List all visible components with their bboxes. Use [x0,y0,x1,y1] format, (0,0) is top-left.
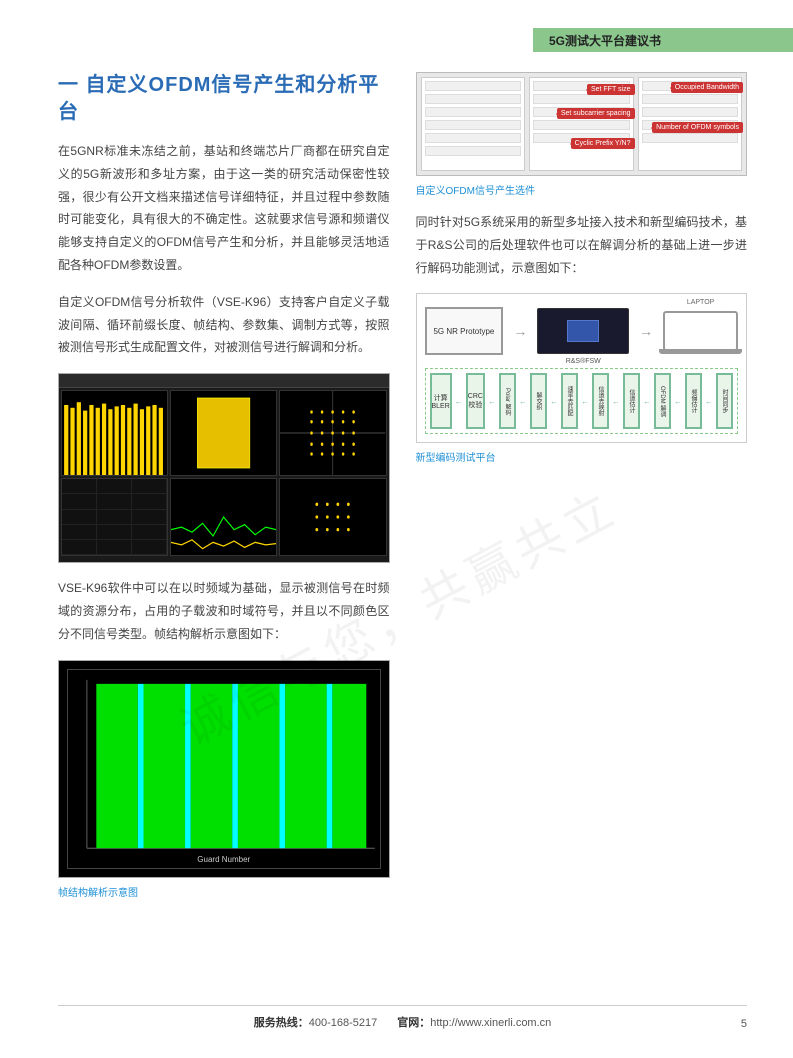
paragraph-3: VSE-K96软件中可以在以时频域为基础，显示被测信号在时频域的资源分布，占用的… [58,577,390,645]
arrow-icon: ← [455,397,463,406]
caption-options: 自定义OFDM信号产生选件 [416,182,748,197]
section-heading: 一 自定义OFDM信号产生和分析平台 [58,72,390,126]
footer-site: 官网：http://www.xinerli.com.cn [397,1014,551,1030]
arrow-icon: ← [674,397,682,406]
arrow-icon: ← [612,397,620,406]
bubble-cp: Cyclic Prefix Y/N? [571,138,635,149]
figure-frame-chart: Guard Number [58,660,390,878]
footer-hotline: 服务热线：400-168-5217 [254,1014,378,1030]
proc-block: 时间同步 [716,373,733,429]
proc-block: CRC 校验 [466,373,485,429]
laptop-label: LAPTOP [663,299,738,306]
right-column: Set FFT size Set subcarrier spacing Cycl… [416,72,748,913]
block-instrument: R&S®FSW [537,308,629,354]
figB-xlabel: Guard Number [68,855,380,864]
inst-label: R&S®FSW [538,358,628,365]
bubble-bw: Occupied Bandwidth [671,82,743,93]
caption-block: 新型编码测试平台 [416,449,748,464]
figure-options: Set FFT size Set subcarrier spacing Cycl… [416,72,748,176]
proc-block: 信道估计 [623,373,640,429]
header-bar: 5G测试大平台建议书 [533,28,793,52]
proc-block: 计算 BLER [430,373,452,429]
footer: 服务热线：400-168-5217 官网：http://www.xinerli.… [58,1005,747,1030]
proc-block: 速率去匹配 [561,373,578,429]
page-body: 一 自定义OFDM信号产生和分析平台 在5GNR标准未冻结之前，基站和终端芯片厂… [0,0,793,953]
bubble-fft: Set FFT size [587,84,635,95]
bubble-symbols: Number of OFDM symbols [652,122,743,133]
proc-block: 解交织 [530,373,547,429]
arrow-icon: ← [519,397,527,406]
proc-block: 频偏估计 [685,373,702,429]
proc-block: Polar 解码 [499,373,516,429]
block-prototype: 5G NR Prototype [425,307,504,355]
figure-block-diagram: 5G NR Prototype → R&S®FSW → LAPTOP 计算 BL… [416,293,748,443]
bubble-subcarrier: Set subcarrier spacing [557,108,635,119]
paragraph-2: 自定义OFDM信号分析软件（VSE-K96）支持客户自定义子载波间隔、循环前缀长… [58,291,390,359]
arrow-icon: ← [643,397,651,406]
caption-frame: 帧结构解析示意图 [58,884,390,899]
left-column: 一 自定义OFDM信号产生和分析平台 在5GNR标准未冻结之前，基站和终端芯片厂… [58,72,390,913]
right-paragraph-1: 同时针对5G系统采用的新型多址接入技术和新型编码技术，基于R&S公司的后处理软件… [416,211,748,279]
arrow-icon: → [513,323,527,339]
block-laptop [663,311,738,351]
proc-block: 信道去映射 [592,373,609,429]
arrow-icon: ← [550,397,558,406]
arrow-icon: ← [705,397,713,406]
proc-block: OFDM 解调 [654,373,671,429]
arrow-icon: ← [581,397,589,406]
paragraph-1: 在5GNR标准未冻结之前，基站和终端芯片厂商都在研究自定义的5G新波形和多址方案… [58,140,390,277]
figure-analyzer [58,373,390,563]
arrow-icon: → [639,323,653,339]
header-title: 5G测试大平台建议书 [549,32,661,49]
arrow-icon: ← [488,397,496,406]
page-number: 5 [741,1018,747,1030]
